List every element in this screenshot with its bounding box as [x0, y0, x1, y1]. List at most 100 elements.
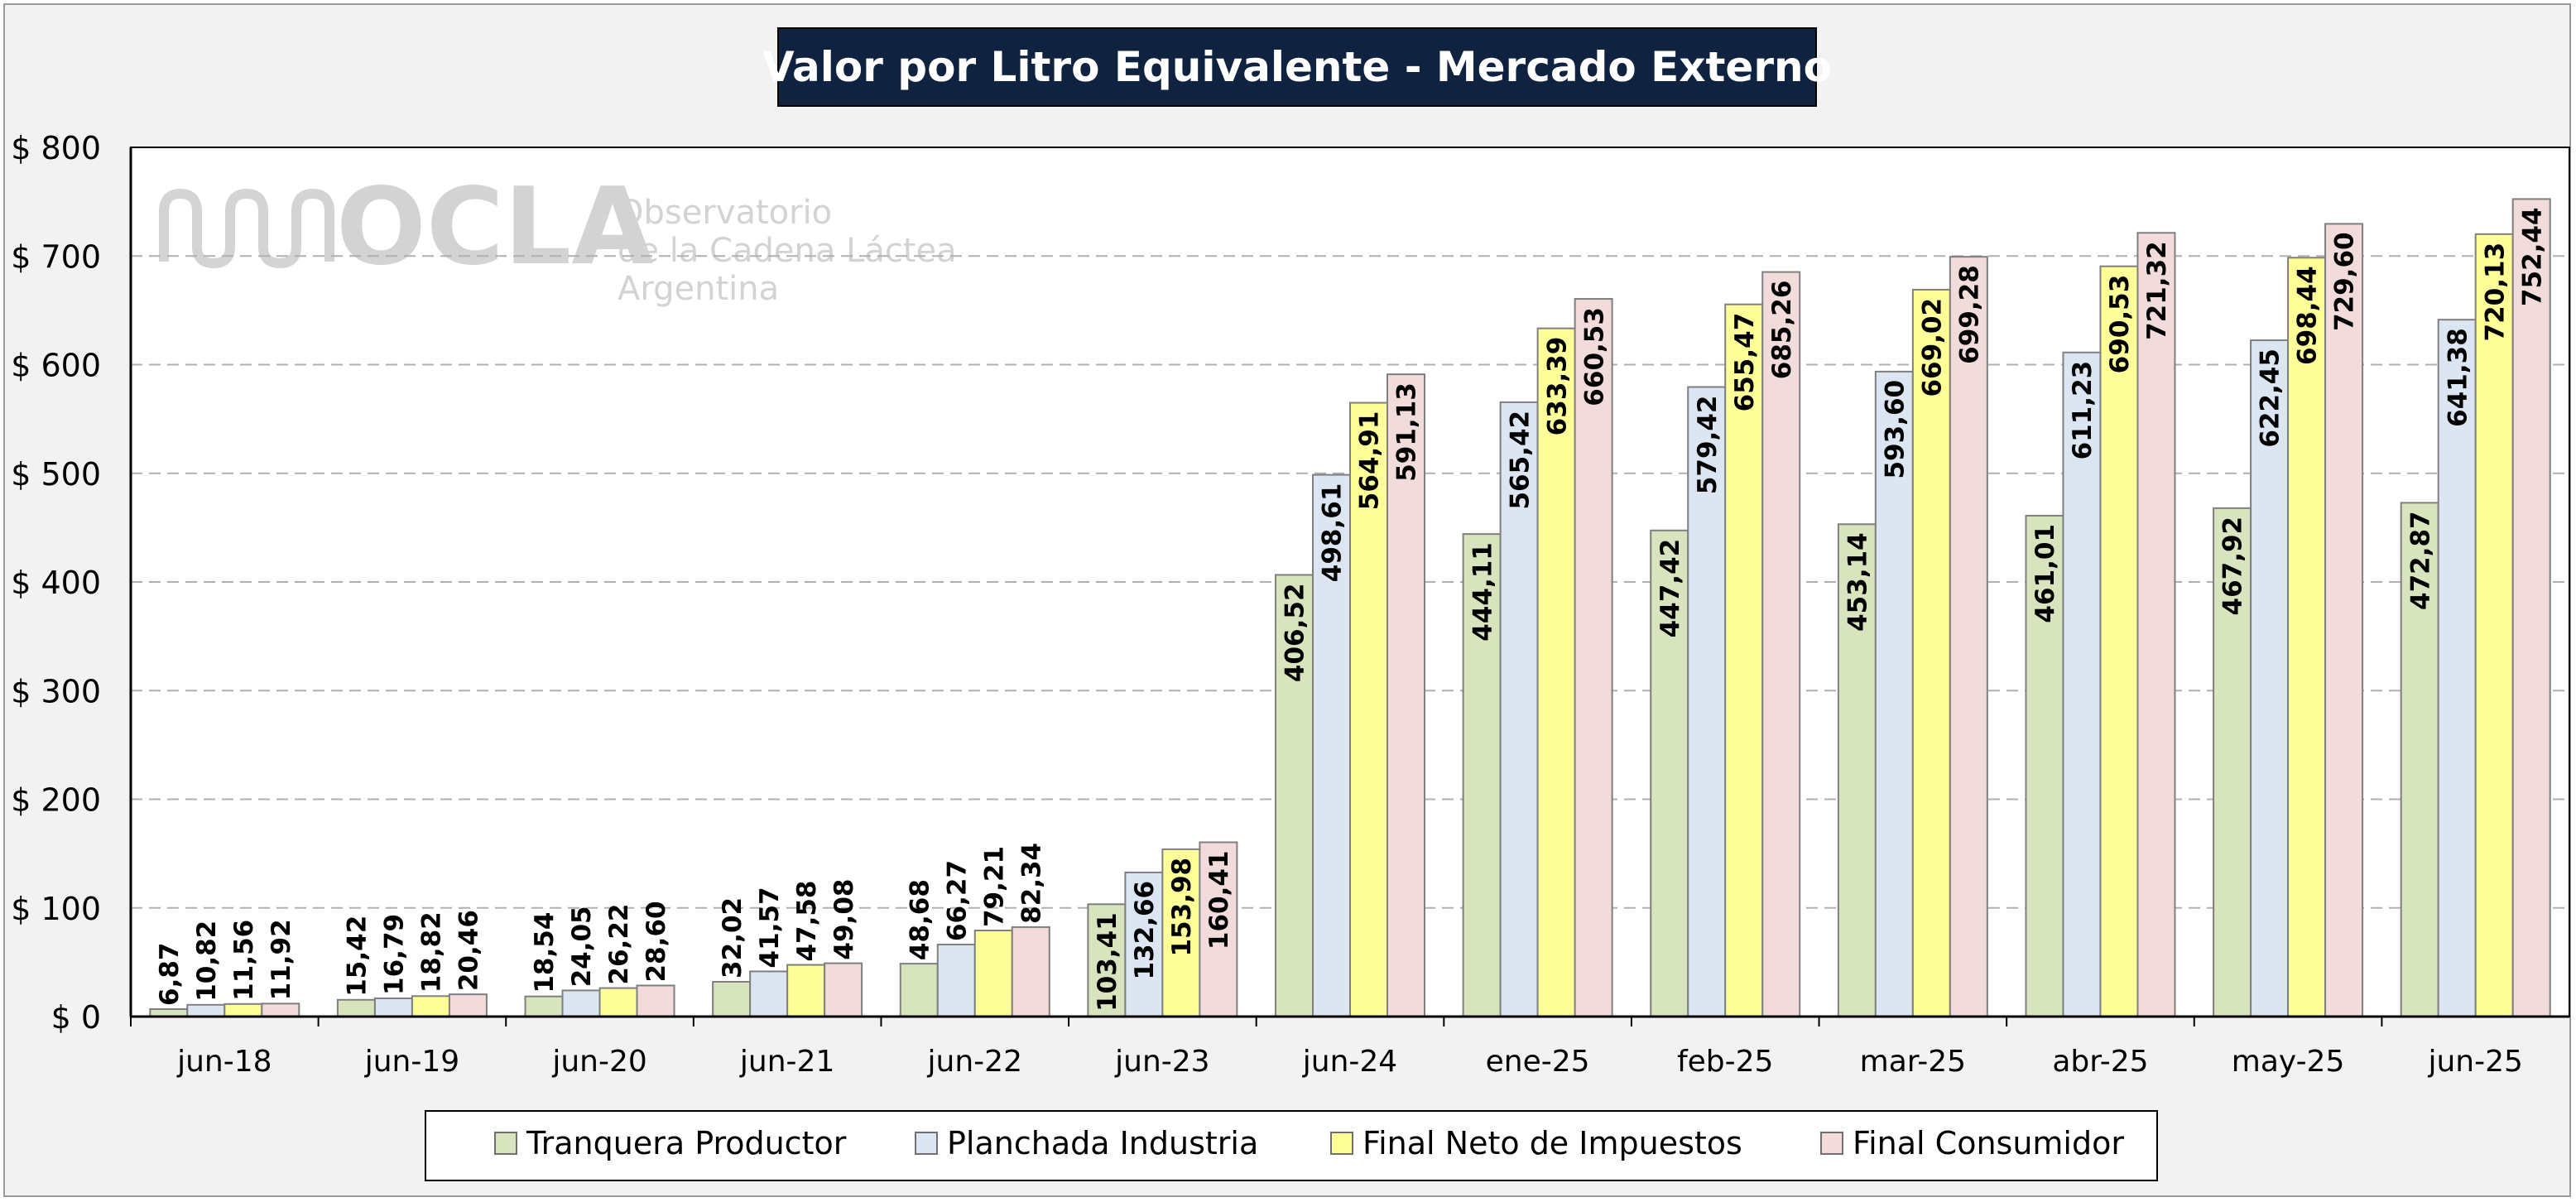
bar — [1949, 256, 1988, 1017]
bar — [186, 1003, 226, 1017]
bar — [1911, 288, 1951, 1017]
y-tick-label: $ 600 — [11, 348, 101, 384]
data-label: 467,92 — [2218, 517, 2248, 616]
y-tick-label: $ 200 — [11, 782, 101, 819]
x-tick-label: jun-19 — [364, 1045, 459, 1079]
data-label: 752,44 — [2517, 207, 2547, 306]
bar — [2136, 232, 2176, 1017]
y-tick-label: $ 300 — [11, 673, 101, 709]
data-label: 593,60 — [1881, 380, 1910, 479]
bars: 6,87 10,82 11,56 11,92 15,42 16,79 18,82 20,46 1… — [149, 198, 2551, 1018]
data-label: 453,14 — [1843, 532, 1873, 632]
bar — [2287, 257, 2327, 1017]
bar — [524, 995, 564, 1018]
data-label: 498,61 — [1318, 483, 1348, 583]
bar — [261, 1002, 300, 1017]
legend-swatch — [1330, 1132, 1353, 1155]
y-tick-label: $ 700 — [11, 238, 101, 275]
chart-title: Valor por Litro Equivalente - Mercado Ex… — [762, 27, 1832, 107]
data-label: 47,58 — [792, 880, 822, 961]
x-tick-label: jun-20 — [551, 1045, 646, 1079]
legend-swatch — [494, 1132, 517, 1155]
data-label: 82,34 — [1016, 843, 1046, 924]
x-tick-label: mar-25 — [1860, 1045, 1966, 1079]
data-label: 48,68 — [905, 879, 935, 960]
watermark-line-1: Observatorio — [618, 194, 832, 232]
data-label: 16,79 — [380, 914, 410, 995]
x-tick-label: abr-25 — [2052, 1045, 2148, 1079]
y-tick-label: $ 400 — [11, 565, 101, 601]
data-label: 641,38 — [2443, 328, 2473, 427]
bar — [2099, 265, 2139, 1017]
watermark-line-3: Argentina — [618, 270, 779, 308]
bar — [2324, 223, 2364, 1017]
bar — [561, 989, 601, 1017]
legend-swatch — [915, 1132, 938, 1155]
data-label: 49,08 — [829, 879, 859, 960]
x-tick-label: jun-23 — [1114, 1045, 1209, 1079]
x-tick-label: jun-22 — [927, 1045, 1022, 1079]
legend-label: Final Neto de Impuestos — [1362, 1125, 1742, 1161]
y-axis: $ 0 $ 100 $ 200 $ 300 $ 400 $ 500 $ 600 $ 700 $ … — [11, 130, 132, 1036]
bar — [1687, 386, 1727, 1018]
bar — [973, 930, 1013, 1017]
bar — [1462, 533, 1502, 1017]
bar — [749, 970, 789, 1017]
data-label: 406,52 — [1281, 583, 1310, 682]
x-tick-label: jun-25 — [2427, 1045, 2522, 1079]
bar — [824, 962, 863, 1018]
data-label: 447,42 — [1656, 539, 1685, 638]
ocla-watermark: OCLA Observatorio de la Cadena Láctea Ar… — [159, 166, 957, 308]
x-tick-label: feb-25 — [1677, 1045, 1773, 1079]
data-label: 633,39 — [1542, 337, 1572, 436]
bar — [712, 980, 752, 1018]
bar — [373, 997, 413, 1018]
data-label: 720,13 — [2480, 243, 2510, 342]
bar-chart: Valor por Litro Equivalente - Mercado Ex… — [11, 27, 2570, 1181]
bar — [1161, 848, 1201, 1017]
bar — [336, 998, 376, 1017]
bar — [598, 987, 638, 1018]
bar — [2511, 198, 2551, 1018]
bar — [1387, 373, 1425, 1018]
data-label: 698,44 — [2293, 266, 2323, 365]
bar — [899, 963, 939, 1018]
legend-swatch — [1820, 1132, 1843, 1155]
data-label: 132,66 — [1130, 881, 1160, 980]
bar — [2250, 339, 2290, 1017]
bar — [2474, 233, 2514, 1018]
data-label: 655,47 — [1730, 313, 1760, 412]
data-label: 579,42 — [1693, 396, 1723, 495]
data-label: 11,56 — [229, 920, 259, 1001]
chart-frame: Valor por Litro Equivalente - Mercado Ex… — [3, 3, 2571, 1197]
data-label: 32,02 — [718, 897, 747, 978]
data-label: 690,53 — [2105, 275, 2135, 374]
data-label: 18,82 — [417, 911, 447, 993]
x-tick-label: jun-21 — [739, 1045, 834, 1079]
data-label: 41,57 — [755, 887, 785, 968]
bar — [411, 995, 450, 1017]
data-label: 10,82 — [192, 921, 222, 1002]
data-label: 28,60 — [642, 901, 671, 982]
bar — [936, 944, 976, 1018]
x-tick-label: ene-25 — [1486, 1045, 1590, 1079]
legend-label: Planchada Industria — [947, 1125, 1258, 1161]
bar — [448, 993, 488, 1017]
data-label: 6,87 — [155, 942, 185, 1006]
bar — [1724, 303, 1764, 1017]
data-label: 729,60 — [2330, 232, 2360, 331]
data-label: 26,22 — [604, 904, 634, 985]
legend-box — [425, 1110, 2158, 1181]
data-label: 660,53 — [1579, 307, 1609, 406]
data-label: 472,87 — [2405, 511, 2435, 610]
bar — [1761, 271, 1801, 1017]
bar — [1574, 298, 1613, 1017]
data-label: 565,42 — [1505, 411, 1535, 510]
bar — [2025, 514, 2064, 1017]
data-label: 18,54 — [530, 912, 560, 993]
y-tick-label: $ 500 — [11, 456, 101, 493]
bar — [636, 984, 675, 1018]
data-label: 564,91 — [1355, 411, 1385, 511]
data-label: 20,46 — [454, 910, 484, 991]
chart-title-text: Valor por Litro Equivalente - Mercado Ex… — [762, 43, 1832, 91]
